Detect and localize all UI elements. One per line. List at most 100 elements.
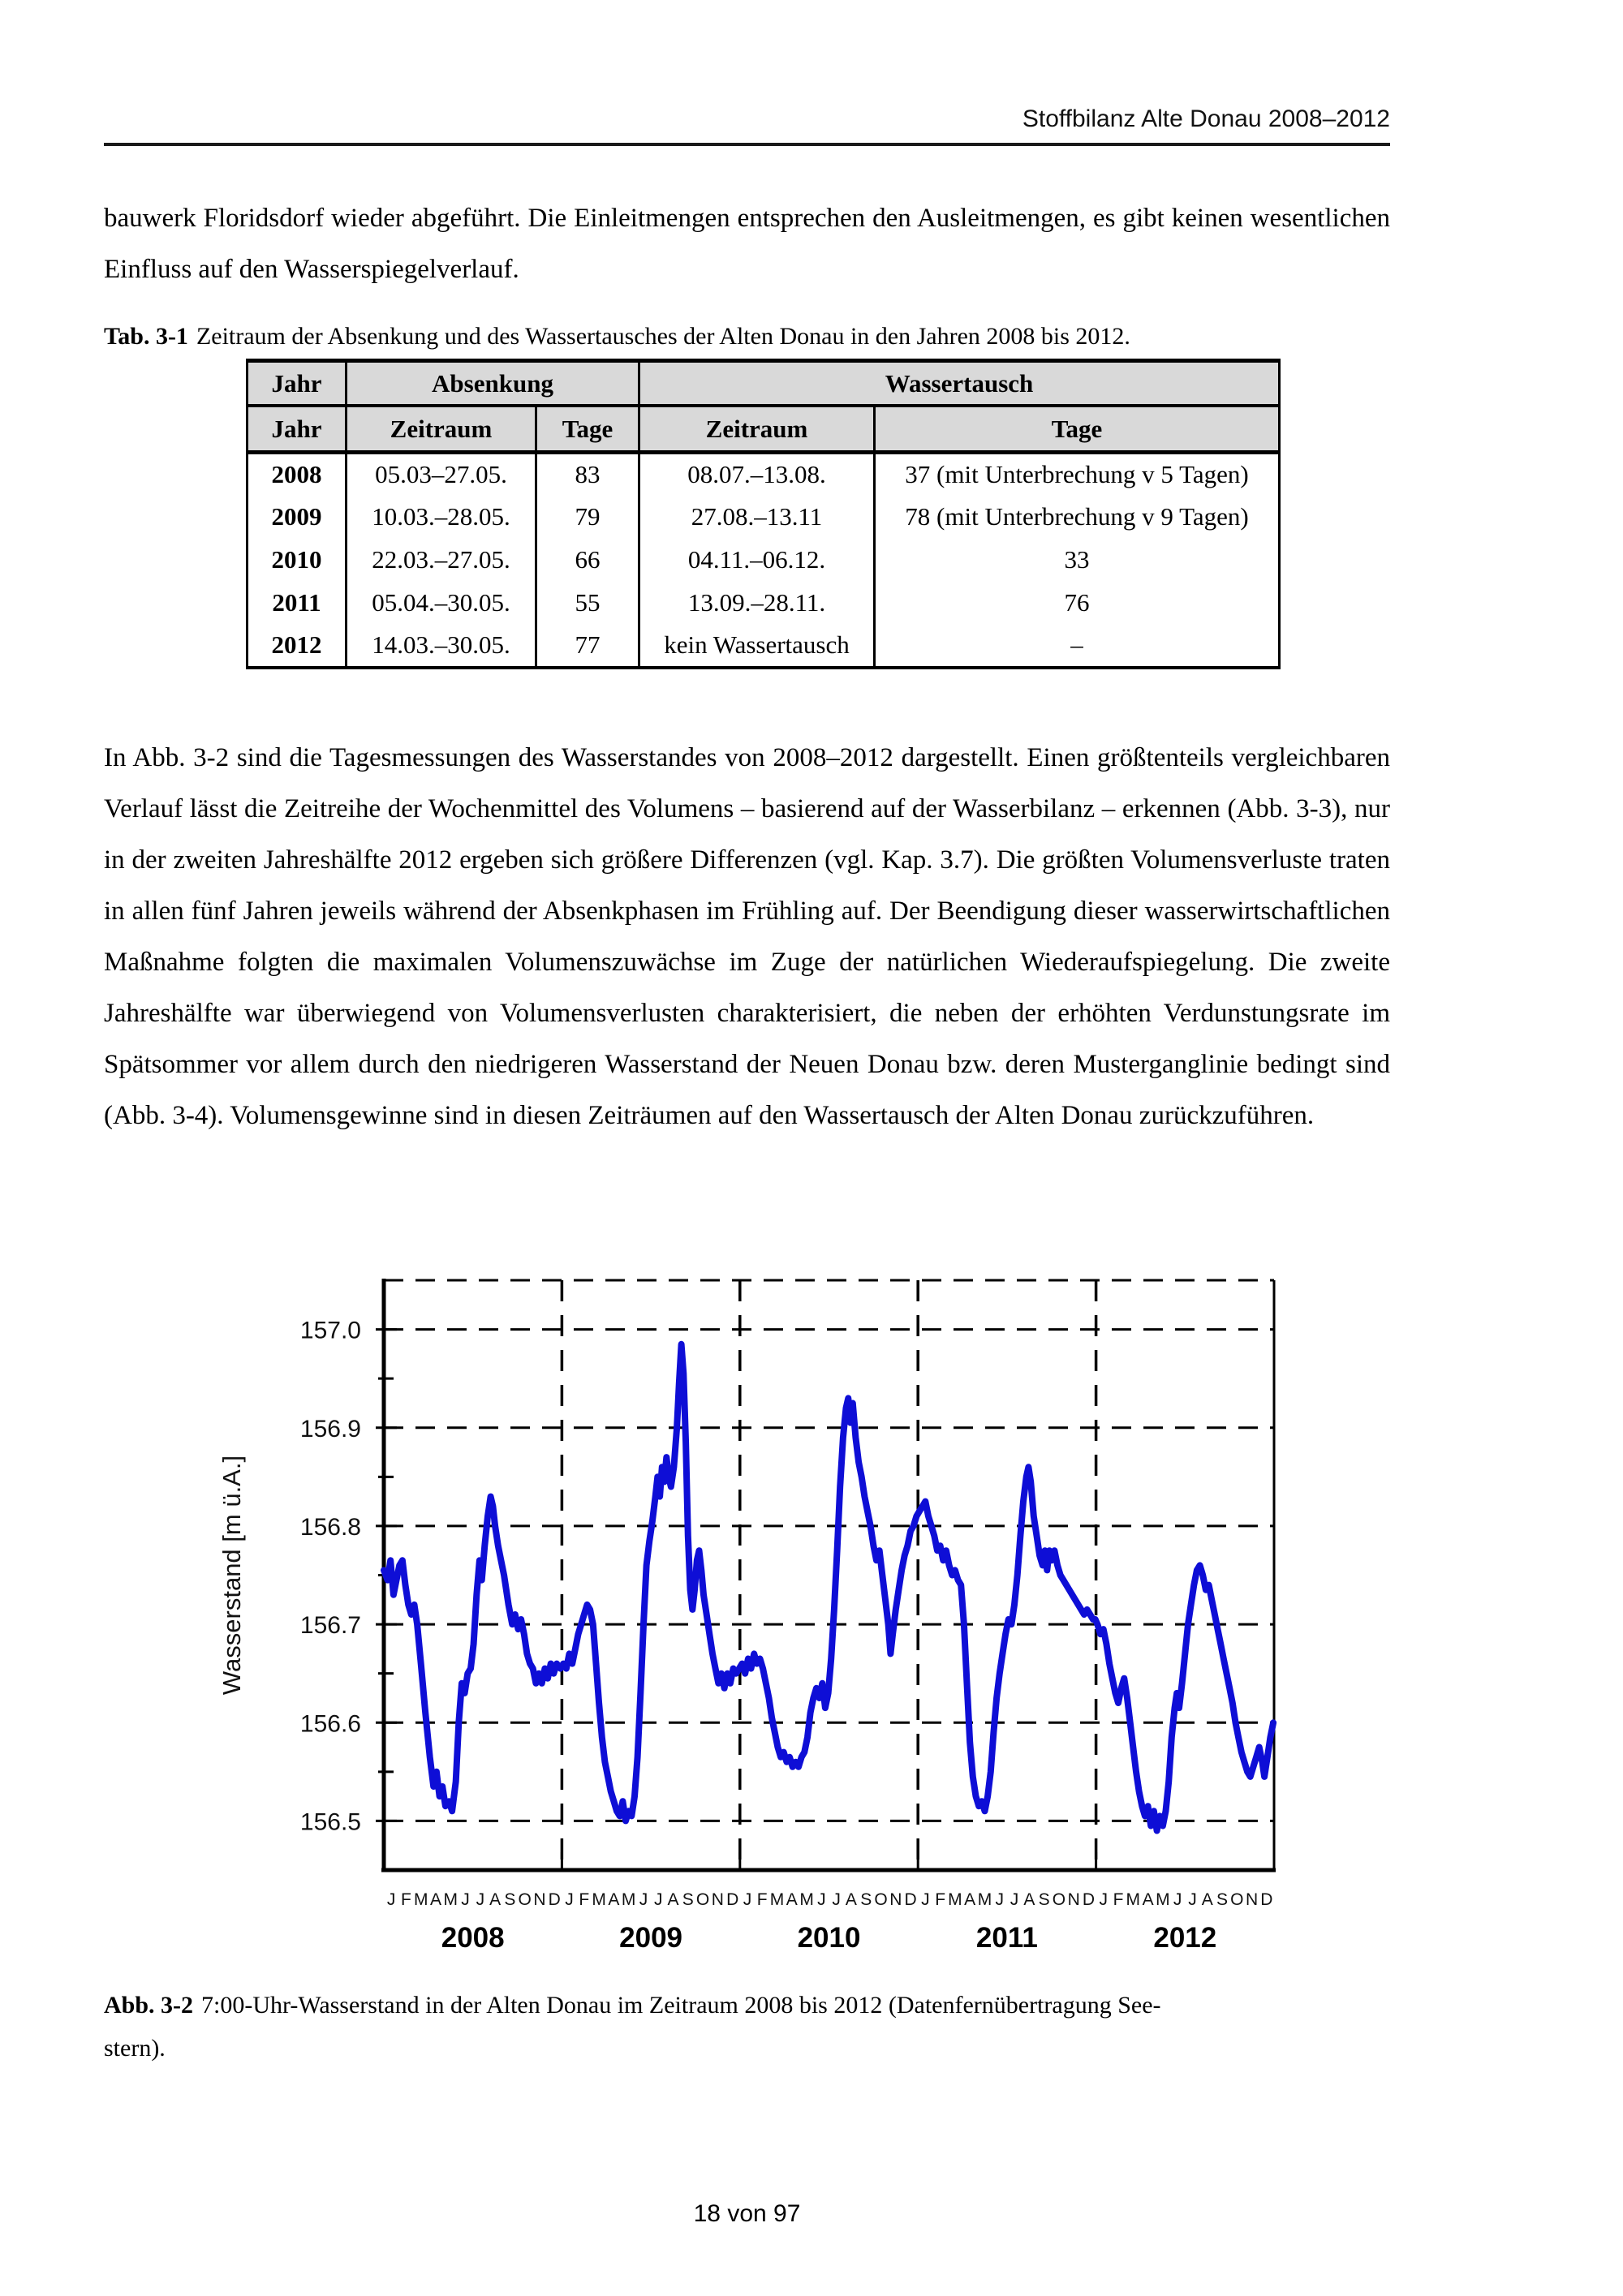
water-level-chart: 157.0 156.9 156.8 156.7 156.6 156.5 Wasserstan… (217, 1279, 1277, 1954)
table-cell: 83 (535, 452, 639, 496)
table-header-group: Wassertausch (638, 360, 1280, 407)
y-tick-label: 157.0 (300, 1318, 361, 1344)
table-header-cell: Tage (873, 406, 1280, 454)
table-cell: 05.03–27.05. (345, 452, 536, 496)
month-label: A (668, 1890, 679, 1909)
month-label: D (1083, 1890, 1095, 1909)
month-label: M (799, 1890, 814, 1909)
table-cell: kein Wassertausch (638, 624, 875, 668)
table-cell: 10.03.–28.05. (345, 495, 536, 539)
table-cell: 77 (535, 624, 639, 668)
table-header-cell: Jahr (247, 406, 347, 454)
table-3-1-wrapper: Jahr Absenkung Wassertausch Jahr Zeitraum Tag… (246, 359, 1281, 669)
table-cell: 76 (873, 581, 1280, 625)
month-label: M (414, 1890, 428, 1909)
table-header-group: Absenkung (345, 360, 639, 407)
table-cell: 08.07.–13.08. (638, 452, 875, 496)
month-label: N (712, 1890, 724, 1909)
month-label: J (832, 1890, 841, 1909)
table-cell: 37 (mit Unterbrechung v 5 Tagen) (873, 452, 1280, 496)
table-cell-year: 2010 (271, 545, 322, 574)
month-label: O (1053, 1890, 1065, 1909)
month-label: M (592, 1890, 606, 1909)
month-label: A (846, 1890, 857, 1909)
table-cell: 79 (535, 495, 639, 539)
month-label: O (1230, 1890, 1243, 1909)
month-label: J (565, 1890, 574, 1909)
month-label: J (921, 1890, 930, 1909)
month-label: N (889, 1890, 902, 1909)
table-cell: 13.09.–28.11. (638, 581, 875, 625)
month-label: J (817, 1890, 826, 1909)
table-cell-year: 2008 (271, 460, 322, 489)
month-label: J (461, 1890, 470, 1909)
month-label: A (964, 1890, 975, 1909)
month-label: S (504, 1890, 515, 1909)
figure-caption-line1: 7:00-Uhr-Wasserstand in der Alten Donau … (201, 1992, 1161, 2019)
y-tick-label: 156.7 (300, 1612, 361, 1639)
month-label: F (401, 1890, 411, 1909)
month-label: F (935, 1890, 945, 1909)
page-number: 18 von 97 (693, 2200, 801, 2227)
year-label: 2011 (976, 1922, 1038, 1954)
month-label: N (1068, 1890, 1080, 1909)
month-label: F (1113, 1890, 1124, 1909)
table-caption-label: Tab. 3-1 (104, 323, 188, 350)
month-label: D (549, 1890, 561, 1909)
y-axis-title: Wasserstand [m ü.A.] (217, 1455, 246, 1695)
month-label: D (904, 1890, 916, 1909)
month-label: S (860, 1890, 872, 1909)
page-header-title: Stoffbilanz Alte Donau 2008–2012 (1022, 105, 1390, 132)
month-label: S (1216, 1890, 1228, 1909)
month-label: M (1126, 1890, 1141, 1909)
month-label: A (1023, 1890, 1035, 1909)
table-caption: Tab. 3-1 Zeitraum der Absenkung und des W… (104, 323, 1390, 350)
y-tick-label: 156.6 (300, 1710, 361, 1737)
month-label: M (622, 1890, 636, 1909)
month-label: J (1188, 1890, 1197, 1909)
table-cell: – (873, 624, 1280, 668)
table-row: 2010 22.03.–27.05. 66 04.11.–06.12. 33 (248, 538, 1280, 582)
table-cell: 05.04.–30.05. (345, 581, 536, 625)
year-label: 2012 (1153, 1922, 1216, 1954)
table-cell: 66 (535, 538, 639, 582)
table-header-group: Jahr (247, 360, 347, 407)
table-cell-year: 2011 (272, 588, 321, 617)
month-label: D (1260, 1890, 1272, 1909)
month-label: J (639, 1890, 648, 1909)
month-label: J (996, 1890, 1005, 1909)
month-label: S (1039, 1890, 1050, 1909)
table-row: 2011 05.04.–30.05. 55 13.09.–28.11. 76 (248, 581, 1280, 625)
month-label: M (978, 1890, 992, 1909)
y-tick-label: 156.9 (300, 1416, 361, 1443)
month-label: J (654, 1890, 663, 1909)
figure-caption: Abb. 3-2 7:00-Uhr-Wasserstand in der Alte… (104, 1984, 1390, 2070)
month-label: J (743, 1890, 752, 1909)
table-cell: 33 (873, 538, 1280, 582)
year-label: 2010 (798, 1922, 861, 1954)
year-label: 2008 (441, 1922, 505, 1954)
month-label: J (387, 1890, 396, 1909)
table-cell: 14.03.–30.05. (345, 624, 536, 668)
month-label: A (430, 1890, 441, 1909)
month-label: J (1099, 1890, 1108, 1909)
table-row: 2008 05.03–27.05. 83 08.07.–13.08. 37 (mit U… (248, 452, 1280, 496)
month-label: S (682, 1890, 694, 1909)
month-label: J (1173, 1890, 1182, 1909)
table-row: 2009 10.03.–28.05. 79 27.08.–13.11 78 (mit U… (248, 495, 1280, 539)
month-label: A (1202, 1890, 1213, 1909)
water-level-line (381, 1340, 1277, 1834)
month-label: J (1010, 1890, 1019, 1909)
year-label: 2009 (619, 1922, 682, 1954)
figure-caption-line2: stern). (104, 2035, 166, 2062)
month-label: N (533, 1890, 545, 1909)
paragraph-discussion: In Abb. 3-2 sind die Tagesmessungen des … (104, 743, 1390, 1130)
table-cell-year: 2009 (271, 502, 322, 531)
month-label: O (874, 1890, 887, 1909)
month-label: A (1143, 1890, 1154, 1909)
month-label: O (696, 1890, 709, 1909)
table-cell-year: 2012 (271, 630, 322, 659)
month-label: F (757, 1890, 768, 1909)
table-row: 2012 14.03.–30.05. 77 kein Wassertausch – (248, 624, 1280, 668)
